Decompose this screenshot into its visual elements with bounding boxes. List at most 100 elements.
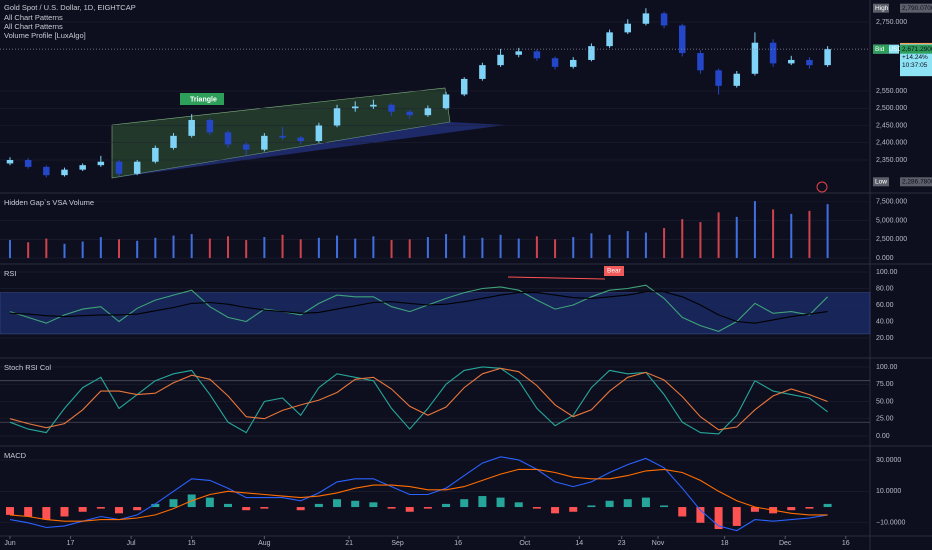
candle-body — [788, 59, 795, 64]
band — [0, 292, 871, 335]
x-tick-label: Aug — [258, 540, 271, 547]
histogram-bar — [660, 505, 669, 508]
chart-title: Gold Spot / U.S. Dollar, 1D, EIGHTCAP — [4, 3, 136, 12]
pane-title: Hidden Gap`s VSA Volume — [4, 198, 94, 207]
triangle-pattern — [111, 87, 505, 179]
pattern-label: Triangle — [190, 96, 217, 103]
volume-bar — [45, 238, 48, 259]
series-line — [9, 367, 828, 431]
candle-body — [424, 108, 432, 116]
volume-bar — [535, 236, 538, 259]
pane-title: Stoch RSI Col — [4, 363, 51, 372]
candle-body — [460, 78, 468, 95]
histogram-bar — [78, 507, 87, 512]
histogram-bar — [532, 507, 541, 509]
volume-bar — [681, 219, 684, 259]
histogram-bar — [478, 496, 487, 508]
histogram-bar — [115, 507, 124, 514]
y-tick-label: 2,500.000 — [876, 236, 907, 243]
candle-body — [751, 42, 759, 74]
histogram-bar — [96, 507, 105, 509]
volume-bar — [354, 238, 357, 259]
price-tag — [900, 44, 932, 54]
histogram-bar — [242, 507, 251, 511]
candle-body — [497, 54, 504, 66]
volume-bar — [772, 209, 775, 259]
volume-bar — [118, 239, 121, 259]
candle-body — [551, 58, 559, 67]
volume-bar — [626, 231, 629, 259]
histogram-bar — [423, 507, 432, 509]
volume-bar — [299, 239, 302, 259]
volume-bar — [317, 237, 320, 259]
candle-body — [43, 166, 50, 176]
volume-bar — [408, 239, 411, 259]
volume-bar — [481, 237, 484, 259]
candle-body — [806, 59, 813, 66]
histogram-bar — [641, 497, 650, 508]
volume-bar — [81, 241, 84, 259]
candle-body — [152, 147, 159, 162]
histogram-bar — [460, 499, 469, 508]
histogram-bar — [314, 503, 323, 508]
indicator-name: Volume Profile [LuxAlgo] — [4, 31, 86, 40]
volume-bar — [426, 237, 429, 259]
candle-body — [61, 169, 68, 176]
volume-bar — [63, 243, 66, 259]
y-tick-label: 50.00 — [876, 398, 894, 405]
histogram-bar — [405, 507, 414, 512]
volume-bar — [608, 234, 611, 259]
candle-body — [242, 144, 250, 150]
volume-bar — [753, 201, 756, 259]
candle-body — [79, 165, 86, 170]
volume-bar — [463, 235, 466, 259]
volume-bar — [8, 240, 11, 259]
volume-bar — [208, 238, 211, 259]
candle-body — [388, 104, 395, 112]
y-tick-label: 60.00 — [876, 302, 894, 309]
histogram-bar — [42, 507, 51, 520]
candle-body — [170, 135, 177, 148]
y-tick-label: 2,350.000 — [876, 157, 907, 164]
y-tick-label: 20.00 — [876, 335, 894, 342]
volume-bar — [27, 242, 30, 259]
volume-bar — [336, 235, 339, 259]
y-tick-label: 7,500.000 — [876, 199, 907, 206]
price-tag-extra: +14.24% — [902, 54, 928, 61]
histogram-bar — [514, 502, 523, 508]
price-tag — [900, 3, 932, 13]
volume-bar — [390, 240, 393, 259]
histogram-bar — [351, 500, 360, 508]
candle-body — [97, 161, 105, 166]
y-tick-label: 0.00 — [876, 433, 890, 440]
y-tick-label: 2,500.000 — [876, 105, 907, 112]
volume-bar — [590, 233, 593, 259]
histogram-bar — [696, 507, 705, 523]
candle-body — [733, 73, 741, 86]
histogram-bar — [750, 507, 759, 512]
candle-body — [6, 159, 14, 164]
y-tick-label: 25.00 — [876, 416, 894, 423]
series-line — [9, 366, 828, 435]
histogram-bar — [169, 499, 178, 508]
candle-body — [315, 125, 323, 142]
price-tag — [900, 177, 932, 187]
histogram-bar — [714, 507, 723, 530]
y-tick-label: 80.00 — [876, 285, 894, 292]
annotation-label: Bear — [607, 268, 622, 275]
y-tick-label: 100.00 — [876, 269, 898, 276]
y-tick-label: 10.0000 — [876, 488, 901, 495]
y-tick-label: 2,550.000 — [876, 88, 907, 95]
volume-bar — [517, 238, 520, 259]
candle-body — [370, 104, 377, 107]
price-tag-value: 2,671.2900 — [902, 46, 932, 53]
volume-bar — [826, 204, 829, 259]
x-tick-label: 21 — [345, 540, 353, 547]
indicator-name: All Chart Patterns — [4, 13, 63, 22]
y-tick-label: 100.00 — [876, 364, 898, 371]
x-tick-label: 15 — [188, 540, 196, 547]
y-tick-label: 5,000.000 — [876, 217, 907, 224]
candle-body — [824, 49, 831, 66]
histogram-bar — [587, 505, 596, 508]
